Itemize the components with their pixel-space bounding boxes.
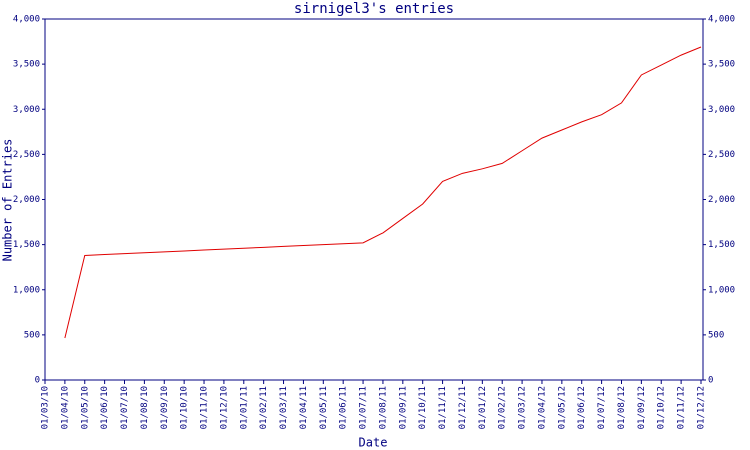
x-tick-label: 01/02/12 (498, 386, 508, 429)
x-tick-label: 01/01/12 (478, 386, 488, 429)
x-tick-label: 01/05/12 (557, 386, 567, 429)
x-tick-label: 01/09/11 (398, 386, 408, 429)
x-tick-label: 01/05/10 (80, 386, 90, 429)
y2-tick-label: 1,000 (708, 285, 735, 295)
y-tick-label: 2,000 (13, 195, 40, 205)
x-tick-label: 01/02/11 (259, 386, 269, 429)
y-tick-label: 4,000 (13, 15, 40, 25)
y2-tick-label: 1,500 (708, 240, 735, 250)
x-axis-label: Date (359, 436, 388, 450)
y2-tick-label: 500 (708, 330, 724, 340)
x-tick-label: 01/05/11 (319, 386, 329, 429)
plot-frame (44, 18, 704, 381)
x-tick-label: 01/12/10 (219, 386, 229, 429)
y2-tick-label: 3,500 (708, 60, 735, 70)
x-tick-label: 01/11/10 (200, 386, 210, 429)
y-tick-label: 1,000 (13, 285, 40, 295)
x-tick-label: 01/03/12 (518, 386, 528, 429)
x-tick-label: 01/06/10 (100, 386, 110, 429)
y-axis-label: Number of Entries (1, 139, 15, 262)
x-tick-label: 01/10/10 (180, 386, 190, 429)
x-tick-label: 01/11/12 (677, 386, 687, 429)
x-tick-label: 01/07/11 (359, 386, 369, 429)
y2-tick-label: 2,000 (708, 195, 735, 205)
x-tick-label: 01/07/10 (120, 386, 130, 429)
x-tick-label: 01/03/10 (41, 386, 51, 429)
x-tick-label: 01/07/12 (597, 386, 607, 429)
y2-tick-label: 2,500 (708, 150, 735, 160)
x-tick-label: 01/10/11 (418, 386, 428, 429)
y2-tick-label: 0 (708, 376, 713, 386)
chart-title: sirnigel3's entries (294, 1, 454, 17)
x-tick-label: 01/06/12 (577, 386, 587, 429)
x-tick-label: 01/08/10 (140, 386, 150, 429)
y-tick-label: 500 (24, 330, 40, 340)
y2-tick-label: 4,000 (708, 15, 735, 25)
x-tick-label: 01/03/11 (279, 386, 289, 429)
x-tick-label: 01/08/11 (378, 386, 388, 429)
x-tick-label: 01/09/12 (637, 386, 647, 429)
x-tick-label: 01/04/10 (60, 386, 70, 429)
y-tick-label: 2,500 (13, 150, 40, 160)
x-tick-label: 01/09/10 (160, 386, 170, 429)
x-tick-label: 01/04/12 (537, 386, 547, 429)
x-tick-label: 01/10/12 (657, 386, 667, 429)
x-tick-label: 01/04/11 (299, 386, 309, 429)
x-tick-label: 01/12/11 (458, 386, 468, 429)
x-tick-label: 01/12/12 (697, 386, 707, 429)
y-tick-label: 3,500 (13, 60, 40, 70)
y-tick-label: 3,000 (13, 105, 40, 115)
x-tick-label: 01/01/11 (239, 386, 249, 429)
x-tick-label: 01/08/12 (617, 386, 627, 429)
x-tick-label: 01/06/11 (339, 386, 349, 429)
y-tick-label: 0 (35, 376, 40, 386)
y-tick-label: 1,500 (13, 240, 40, 250)
x-tick-label: 01/11/11 (438, 386, 448, 429)
data-line (64, 46, 702, 339)
y2-tick-label: 3,000 (708, 105, 735, 115)
